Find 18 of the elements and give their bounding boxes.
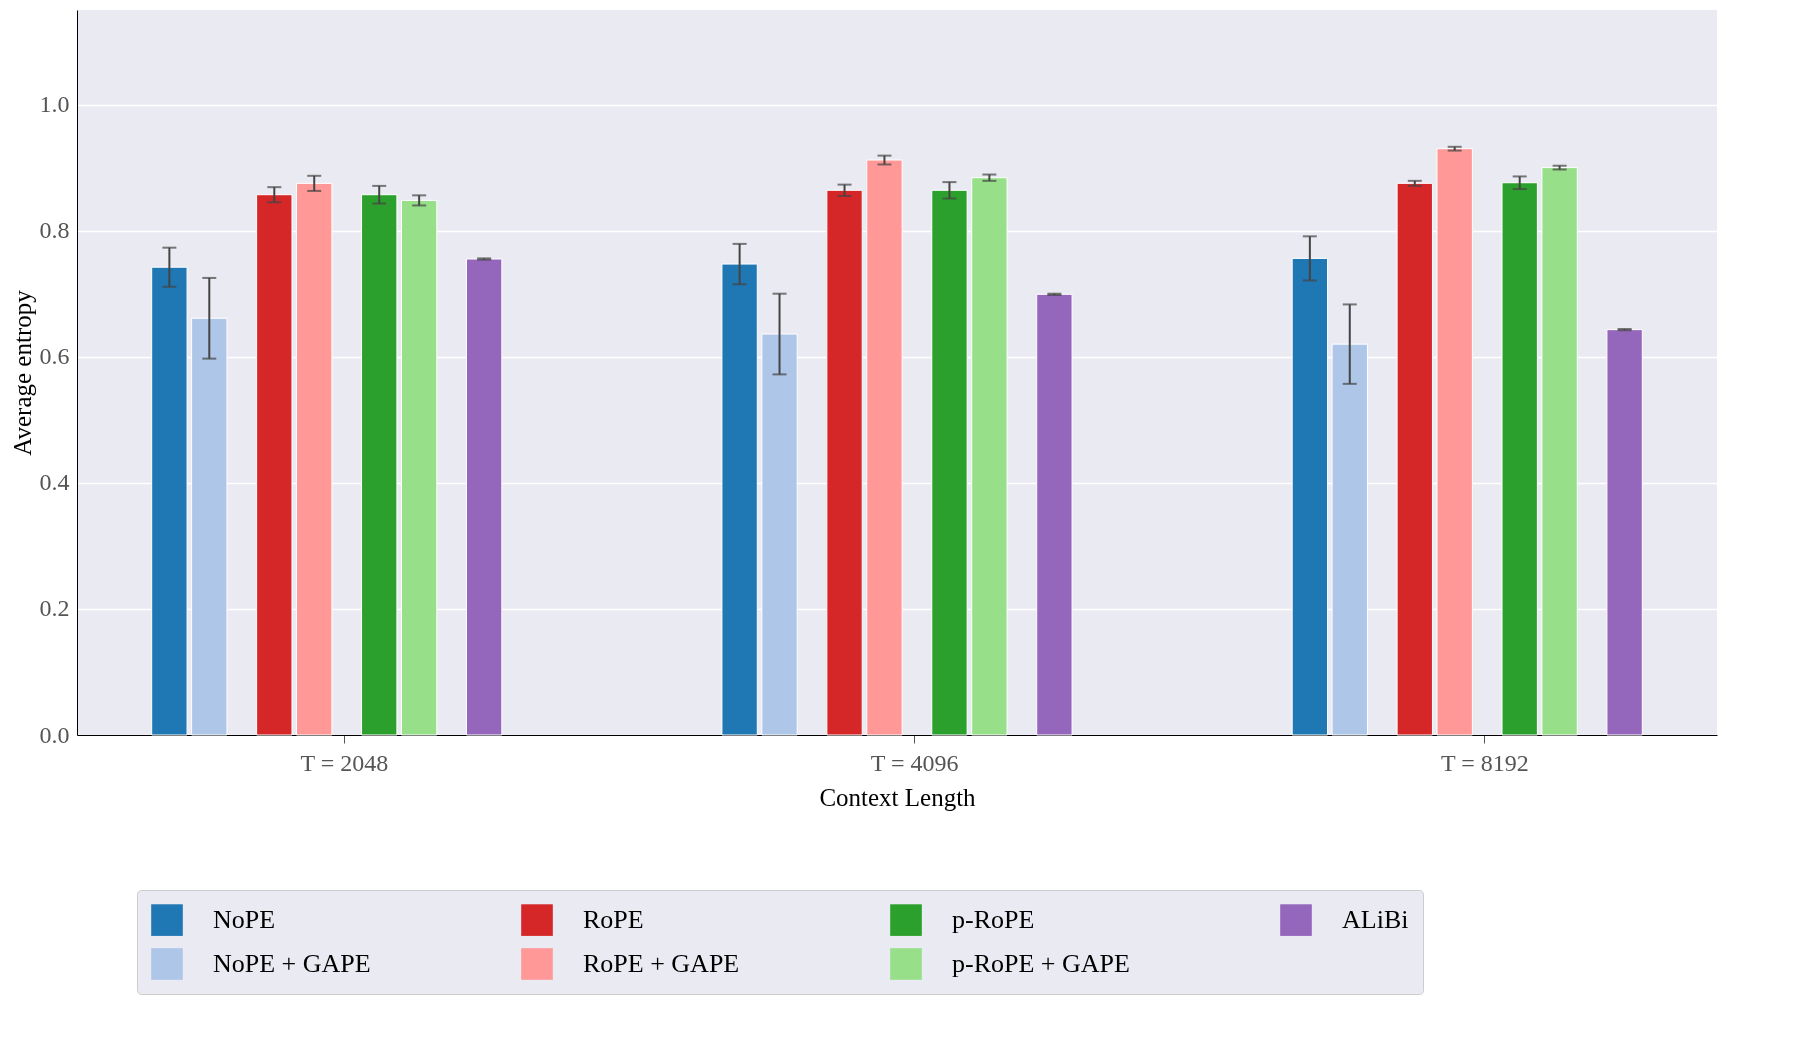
legend-label: RoPE (583, 905, 644, 935)
legend-label: p-RoPE (952, 905, 1035, 935)
legend-label: RoPE + GAPE (583, 949, 740, 978)
y-tick-label: 0.2 (39, 595, 70, 622)
x-tick-label: T = 4096 (870, 749, 959, 776)
y-axis-title: Average entropy (8, 289, 36, 456)
y-tick-label: 0.6 (39, 343, 70, 370)
x-tick-label: T = 8192 (1440, 749, 1529, 776)
y-tick-label: 1.0 (39, 91, 70, 118)
legend-label: ALiBi (1342, 905, 1409, 935)
legend-label: NoPE + GAPE (213, 949, 371, 978)
x-tick-label: T = 2048 (300, 749, 389, 776)
y-tick-label: 0.4 (39, 469, 70, 496)
legend-label: p-RoPE + GAPE (952, 949, 1130, 978)
x-axis-title: Context Length (819, 783, 977, 811)
y-tick-label: 0.0 (39, 721, 70, 748)
y-tick-label: 0.8 (39, 217, 70, 244)
legend-label: NoPE (213, 905, 276, 935)
